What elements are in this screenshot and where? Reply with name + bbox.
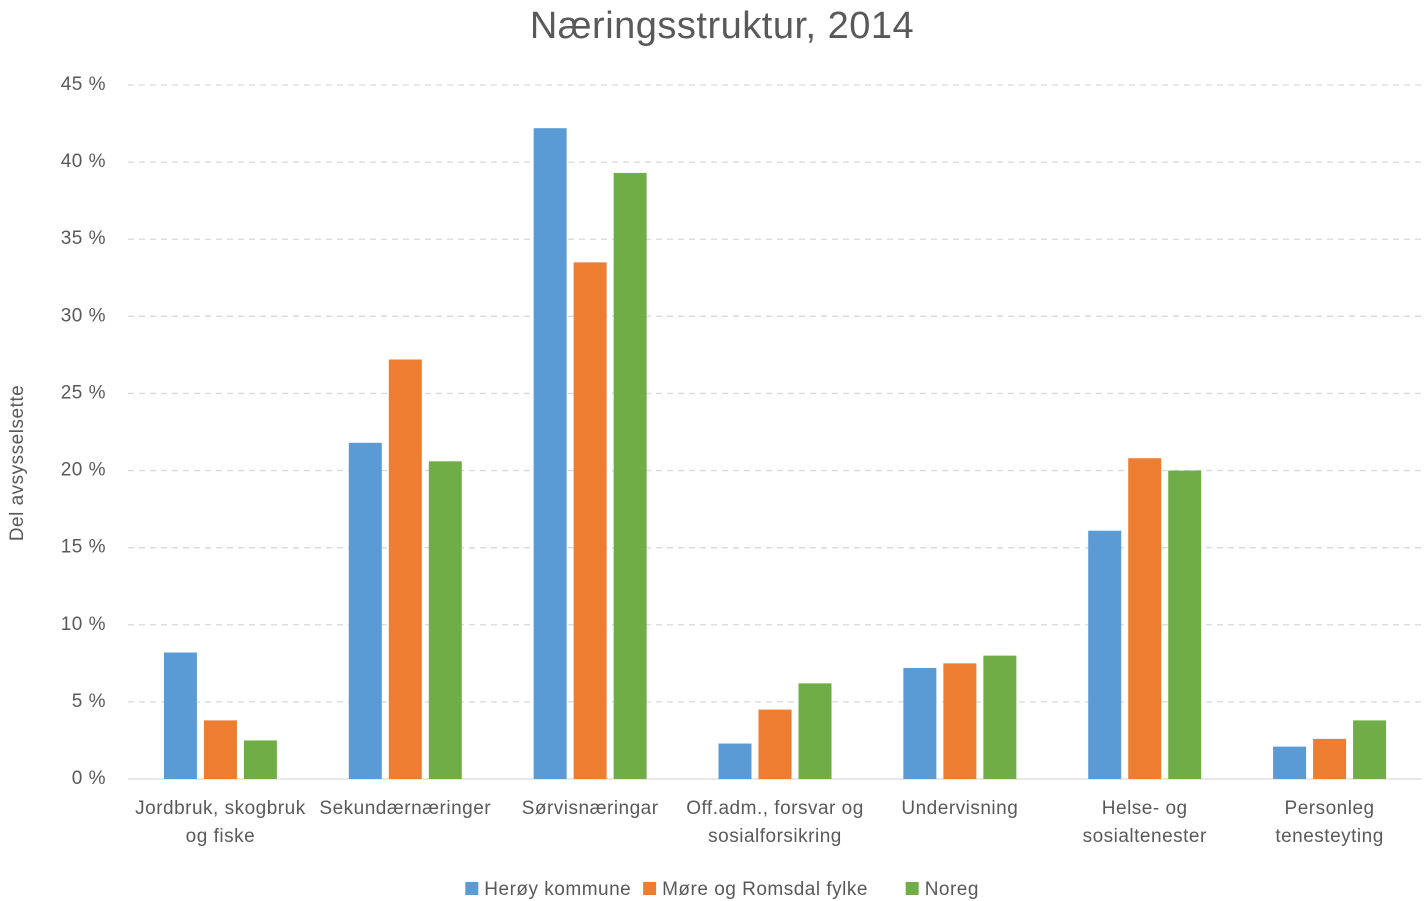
x-tick-label: Sekundærnæringer (319, 798, 492, 819)
x-tick-label: Sørvisnæringar (521, 798, 659, 819)
bar (163, 652, 197, 779)
x-tick-label: Helse- og sosialtenester (1082, 798, 1207, 847)
y-tick-label: 35 % (61, 228, 106, 249)
legend-swatch (643, 882, 657, 895)
bar (348, 442, 382, 779)
bar (903, 667, 937, 779)
bar (573, 262, 607, 779)
y-tick-label: 5 % (72, 691, 106, 712)
bar (203, 720, 237, 779)
bar (758, 709, 792, 779)
bar (1313, 738, 1347, 779)
bar (428, 461, 462, 779)
bar (718, 743, 752, 779)
chart-title: Næringsstruktur, 2014 (530, 5, 914, 47)
y-tick-label: 45 % (61, 74, 106, 95)
legend-label: Noreg (925, 879, 979, 900)
y-tick-label: 30 % (61, 305, 106, 326)
y-tick-label: 20 % (61, 460, 106, 481)
bar (1168, 470, 1202, 779)
y-tick-label: 40 % (61, 151, 106, 172)
y-tick-label: 10 % (61, 614, 106, 635)
bar (1088, 530, 1122, 779)
legend-label: Herøy kommune (484, 879, 631, 900)
bar (533, 128, 567, 779)
x-tick-label: Personleg tenesteyting (1275, 798, 1384, 847)
bar (1273, 746, 1307, 779)
x-tick-label: Off.adm., forsvar og sosialforsikring (686, 798, 864, 847)
bar (798, 683, 832, 779)
bar (943, 663, 977, 779)
bar (1128, 458, 1162, 779)
bar (388, 359, 422, 779)
bar (1353, 720, 1387, 779)
bar (613, 172, 647, 779)
x-tick-label: Undervisning (901, 798, 1019, 819)
y-axis-title: Del avsysselsette (7, 385, 28, 541)
y-tick-label: 15 % (61, 537, 106, 558)
legend-label: Møre og Romsdal fylke (662, 879, 868, 900)
bar (243, 740, 277, 779)
y-tick-label: 0 % (72, 768, 106, 789)
legend-swatch (905, 882, 919, 895)
y-tick-label: 25 % (61, 382, 106, 403)
bar (983, 655, 1017, 779)
legend-swatch (465, 882, 479, 895)
x-tick-label: Jordbruk, skogbruk og fiske (135, 798, 306, 847)
